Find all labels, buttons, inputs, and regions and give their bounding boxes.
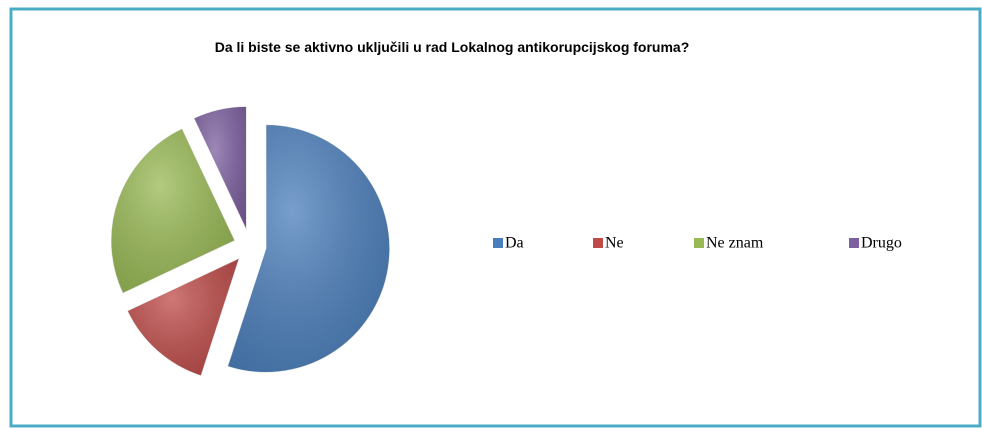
slice-shade <box>193 106 247 231</box>
legend-label: Ne znam <box>706 235 764 252</box>
legend-swatch <box>493 238 503 248</box>
chart-frame <box>9 7 982 428</box>
legend-label: Da <box>505 235 524 252</box>
legend-swatch <box>849 238 859 248</box>
legend-label: Ne <box>605 235 624 252</box>
slice-shade <box>127 258 240 376</box>
legend-swatch <box>694 238 704 248</box>
chart-title: Da li biste se aktivno uključili u rad L… <box>215 39 690 55</box>
slice-shade <box>227 124 390 373</box>
legend-swatch <box>593 238 603 248</box>
legend-label: Drugo <box>861 235 902 252</box>
slice-shade <box>110 128 235 294</box>
